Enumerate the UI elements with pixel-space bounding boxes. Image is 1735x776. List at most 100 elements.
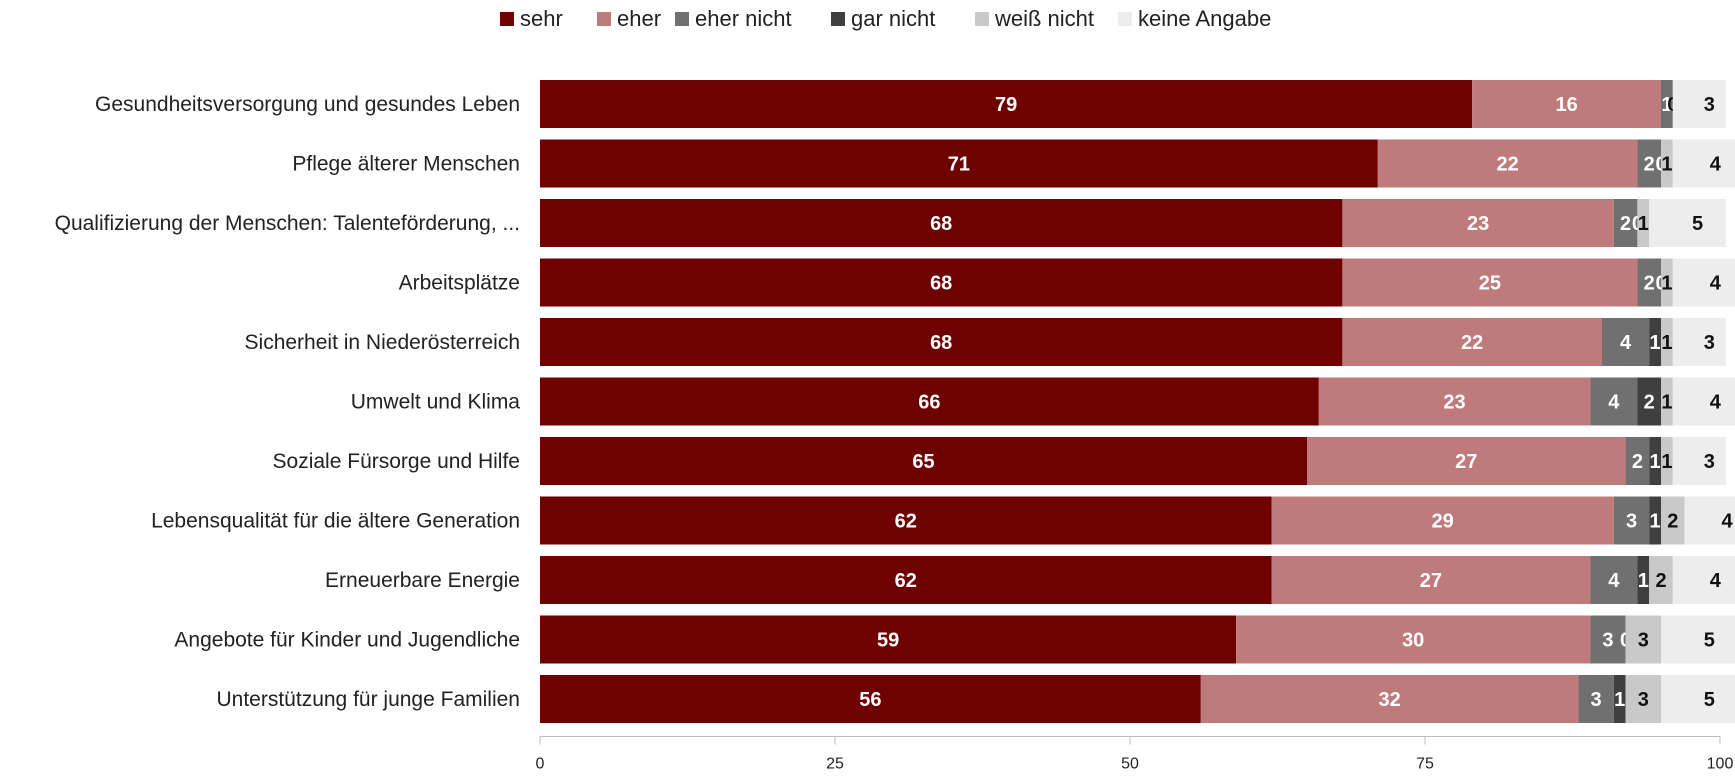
data-label-7-4: 2	[1667, 511, 1678, 533]
bar-5-5	[1672, 377, 1735, 426]
data-label-7-0: 62	[895, 511, 917, 533]
bar-7-5	[1684, 496, 1735, 545]
bar-4-4	[1661, 318, 1673, 366]
data-label-6-2: 2	[1632, 451, 1643, 473]
category-label-9: Angebote für Kinder und Jugendliche	[174, 629, 520, 652]
bar-9-5	[1661, 615, 1735, 664]
legend: sehr eher eher nicht gar nicht weiß nicht kei…	[500, 6, 1271, 31]
category-label-4: Sicherheit in Niederösterreich	[245, 331, 520, 354]
legend-label-0: sehr	[520, 6, 563, 31]
data-label-6-4: 1	[1661, 451, 1672, 473]
bar-8-5	[1672, 556, 1735, 604]
bar-6-5	[1672, 437, 1726, 485]
data-label-9-2: 3	[1602, 630, 1613, 652]
category-label-6: Soziale Fürsorge und Hilfe	[273, 450, 520, 473]
bar-4-2	[1602, 318, 1650, 366]
bar-1-4	[1661, 139, 1673, 188]
data-label-9-0: 59	[877, 630, 899, 652]
bar-7-0	[540, 496, 1272, 545]
category-label-1: Pflege älterer Menschen	[292, 153, 520, 176]
data-label-10-2: 3	[1591, 689, 1602, 711]
category-label-10: Unterstützung für junge Familien	[217, 688, 521, 711]
data-label-8-5: 4	[1710, 570, 1722, 592]
legend-swatch-1	[597, 12, 611, 26]
legend-label-4: weiß nicht	[994, 6, 1094, 31]
bar-9-1	[1236, 615, 1591, 664]
bar-1-1	[1377, 139, 1638, 188]
data-label-6-3: 1	[1650, 451, 1661, 473]
legend-label-3: gar nicht	[851, 6, 935, 31]
legend-label-1: eher	[617, 6, 661, 31]
bar-10-1	[1200, 675, 1579, 723]
category-label-8: Erneuerbare Energie	[325, 569, 520, 592]
data-label-8-1: 27	[1420, 570, 1442, 592]
category-label-7: Lebensqualität für die ältere Generation	[151, 510, 520, 533]
data-label-4-2: 4	[1620, 332, 1632, 354]
bar-0-2	[1661, 80, 1673, 128]
data-label-9-5: 5	[1704, 630, 1715, 652]
data-label-10-5: 5	[1704, 689, 1715, 711]
bar-0-5	[1672, 80, 1726, 128]
data-label-4-0: 68	[930, 332, 952, 354]
bar-3-1	[1342, 258, 1638, 307]
data-label-9-4: 3	[1638, 630, 1649, 652]
bar-6-1	[1307, 437, 1626, 485]
bar-6-3	[1649, 437, 1661, 485]
data-label-5-4: 1	[1661, 392, 1672, 414]
bar-1-5	[1672, 139, 1735, 188]
bar-2-4	[1637, 199, 1650, 247]
data-label-4-5: 3	[1704, 332, 1715, 354]
data-label-2-4: 1	[1638, 213, 1649, 235]
bar-8-4	[1649, 556, 1673, 604]
bar-7-2	[1613, 496, 1650, 545]
category-labels: Gesundheitsversorgung und gesundes Leben…	[55, 93, 521, 711]
data-label-3-2: 2	[1644, 273, 1655, 295]
data-label-5-5: 4	[1710, 392, 1722, 414]
bar-4-1	[1342, 318, 1602, 366]
bar-9-4	[1625, 615, 1661, 664]
bar-2-5	[1649, 199, 1726, 247]
data-label-2-1: 23	[1467, 213, 1489, 235]
bar-10-3	[1613, 675, 1626, 723]
bar-10-4	[1625, 675, 1661, 723]
data-label-2-2: 2	[1620, 213, 1631, 235]
legend-swatch-4	[975, 12, 989, 26]
data-label-3-5: 4	[1710, 273, 1722, 295]
category-label-2: Qualifizierung der Menschen: Talenteförd…	[55, 212, 520, 235]
category-label-3: Arbeitsplätze	[399, 272, 520, 295]
data-label-10-3: 1	[1614, 689, 1625, 711]
data-label-3-4: 1	[1661, 273, 1672, 295]
data-label-5-0: 66	[918, 392, 940, 414]
data-label-3-1: 25	[1479, 273, 1501, 295]
legend-label-2: eher nicht	[695, 6, 792, 31]
bar-3-2	[1637, 258, 1661, 307]
bar-5-3	[1637, 377, 1661, 426]
data-label-3-0: 68	[930, 273, 952, 295]
category-label-0: Gesundheitsversorgung und gesundes Leben	[95, 93, 520, 116]
legend-swatch-2	[675, 12, 689, 26]
bar-8-1	[1271, 556, 1591, 604]
data-label-9-1: 30	[1402, 630, 1424, 652]
data-label-1-1: 22	[1496, 154, 1518, 176]
data-label-1-4: 1	[1661, 154, 1672, 176]
data-label-7-3: 1	[1650, 511, 1661, 533]
legend-swatch-3	[831, 12, 845, 26]
data-label-4-4: 1	[1661, 332, 1672, 354]
data-label-8-0: 62	[895, 570, 917, 592]
bar-10-2	[1578, 675, 1614, 723]
data-label-4-1: 22	[1461, 332, 1483, 354]
bar-7-3	[1649, 496, 1661, 545]
data-label-6-1: 27	[1455, 451, 1477, 473]
bar-8-2	[1590, 556, 1638, 604]
data-label-7-2: 3	[1626, 511, 1637, 533]
bar-4-0	[540, 318, 1343, 366]
legend-label-5: keine Angabe	[1138, 6, 1271, 31]
bar-8-0	[540, 556, 1272, 604]
bar-2-0	[540, 199, 1343, 247]
bar-6-2	[1625, 437, 1650, 485]
bar-1-0	[540, 139, 1378, 188]
bar-5-0	[540, 377, 1319, 426]
bar-8-3	[1637, 556, 1650, 604]
bar-5-2	[1590, 377, 1638, 426]
